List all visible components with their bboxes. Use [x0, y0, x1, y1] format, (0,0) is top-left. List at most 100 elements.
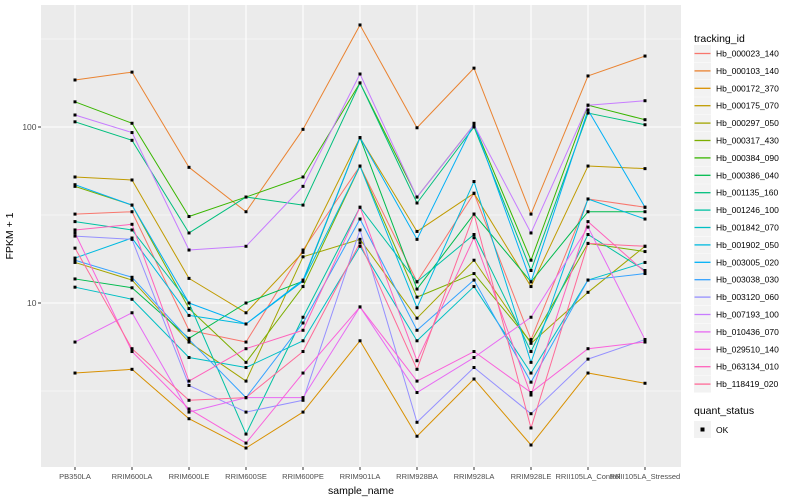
- data-point: [529, 285, 533, 289]
- data-point: [472, 123, 476, 127]
- data-point: [643, 250, 647, 254]
- data-point: [472, 125, 476, 129]
- data-point: [73, 258, 77, 262]
- data-point: [130, 350, 134, 354]
- data-point: [529, 268, 533, 272]
- data-point: [244, 195, 248, 199]
- data-point: [301, 410, 305, 414]
- data-point: [415, 287, 419, 291]
- data-point: [586, 233, 590, 237]
- data-point: [73, 228, 77, 232]
- data-point: [472, 366, 476, 370]
- x-tick-label: RRII105LA_Control: [555, 472, 620, 481]
- data-point: [130, 70, 134, 74]
- legend-entry-label: Hb_063134_010: [716, 362, 779, 372]
- quant-ok-point-icon: [700, 427, 705, 432]
- data-point: [529, 391, 533, 395]
- legend-tracking-id: Hb_000023_140 Hb_000103_140 Hb_000172_370 H…: [694, 45, 779, 393]
- data-point: [358, 217, 362, 221]
- data-point: [415, 306, 419, 310]
- legend-entry-label: Hb_000172_370: [716, 83, 779, 93]
- data-point: [586, 241, 590, 245]
- data-point: [529, 443, 533, 447]
- data-point: [301, 285, 305, 289]
- data-point: [130, 222, 134, 226]
- data-point: [472, 350, 476, 354]
- x-tick-label: RRIM928LA: [454, 472, 495, 481]
- data-point: [244, 340, 248, 344]
- data-point: [73, 175, 77, 179]
- data-point: [187, 231, 191, 235]
- data-point: [643, 260, 647, 264]
- legend-entry-label: Hb_000317_430: [716, 136, 779, 146]
- data-point: [358, 339, 362, 343]
- data-point: [415, 359, 419, 363]
- legend-entry-label: Hb_001246_100: [716, 205, 779, 215]
- data-point: [415, 280, 419, 284]
- data-point: [130, 203, 134, 207]
- data-point: [73, 120, 77, 124]
- data-point: [529, 315, 533, 319]
- data-point: [244, 432, 248, 436]
- data-point: [415, 201, 419, 205]
- data-point: [73, 220, 77, 224]
- legend-entry-label: Hb_000297_050: [716, 118, 779, 128]
- data-point: [187, 379, 191, 383]
- legend-entry-label: Hb_000175_070: [716, 101, 779, 111]
- data-point: [73, 246, 77, 250]
- data-point: [244, 410, 248, 414]
- data-point: [130, 237, 134, 241]
- data-point: [358, 205, 362, 209]
- data-point: [301, 371, 305, 375]
- data-point: [529, 280, 533, 284]
- data-point: [643, 338, 647, 342]
- data-point: [301, 250, 305, 254]
- y-tick-label: 10: [27, 298, 37, 308]
- y-axis-title: FPKM + 1: [4, 212, 16, 259]
- legend-entry-label: Hb_007193_100: [716, 310, 779, 320]
- legend-entry-label: Hb_000386_040: [716, 170, 779, 180]
- data-point: [472, 285, 476, 289]
- data-point: [415, 237, 419, 241]
- data-point: [130, 297, 134, 301]
- data-point: [643, 210, 647, 214]
- data-point: [415, 434, 419, 438]
- data-point: [244, 379, 248, 383]
- data-point: [301, 321, 305, 325]
- data-point: [244, 210, 248, 214]
- data-point: [472, 180, 476, 184]
- data-point: [529, 350, 533, 354]
- data-point: [301, 396, 305, 400]
- data-point: [643, 217, 647, 221]
- data-point: [586, 111, 590, 115]
- data-point: [73, 371, 77, 375]
- data-point: [415, 195, 419, 199]
- data-point: [73, 183, 77, 187]
- data-point: [301, 127, 305, 131]
- legend-entry-label: Hb_003005_020: [716, 257, 779, 267]
- data-point: [472, 233, 476, 237]
- data-point: [529, 412, 533, 416]
- data-point: [244, 366, 248, 370]
- data-point: [187, 313, 191, 317]
- data-point: [529, 393, 533, 397]
- data-point: [187, 410, 191, 414]
- data-point: [187, 356, 191, 360]
- data-point: [244, 446, 248, 450]
- data-point: [187, 165, 191, 169]
- data-point: [130, 178, 134, 182]
- data-point: [643, 99, 647, 103]
- data-point: [529, 231, 533, 235]
- data-point: [187, 340, 191, 344]
- data-point: [73, 184, 77, 188]
- data-point: [301, 315, 305, 319]
- data-point: [586, 220, 590, 224]
- legend-entry-label: Hb_000023_140: [716, 49, 779, 59]
- data-point: [472, 272, 476, 276]
- data-point: [415, 295, 419, 299]
- data-point: [244, 322, 248, 326]
- legend-entry-label: Hb_003120_060: [716, 292, 779, 302]
- data-point: [472, 258, 476, 262]
